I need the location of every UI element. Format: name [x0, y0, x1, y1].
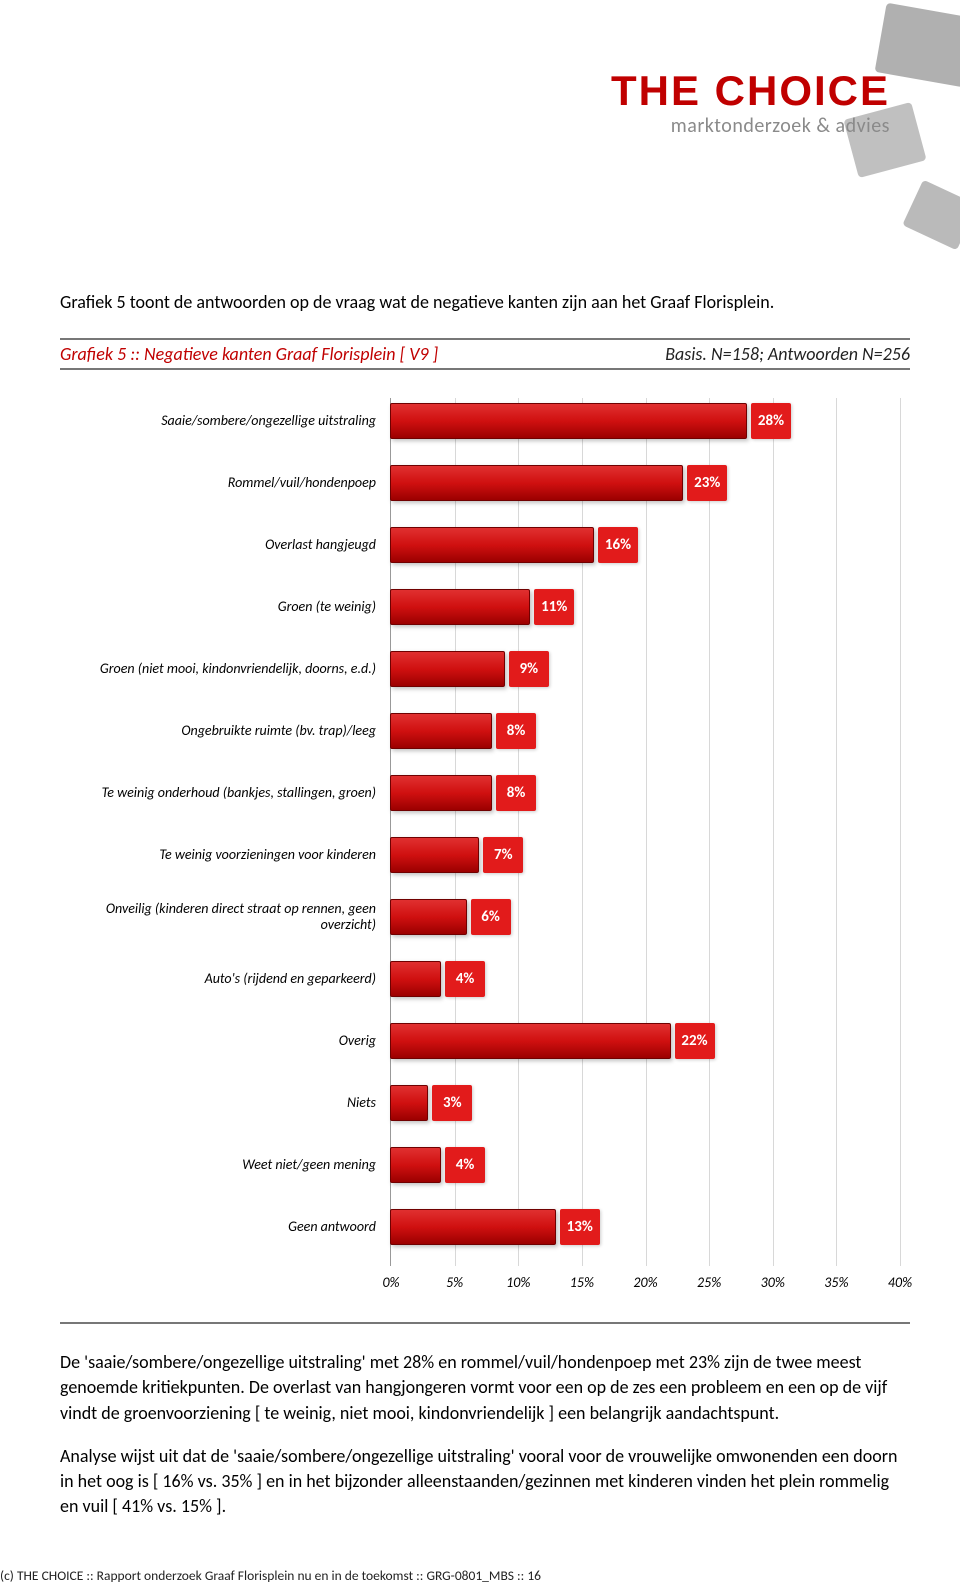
- bar-category-label: Weet niet/geen mening: [60, 1157, 390, 1173]
- chart-row: Onveilig (kinderen direct straat op renn…: [60, 894, 900, 940]
- bar: [390, 899, 467, 935]
- chart-row: Groen (te weinig) 11%: [60, 584, 900, 630]
- bar: [390, 775, 492, 811]
- x-axis-tick-label: 35%: [824, 1274, 848, 1291]
- chart-row: Ongebruikte ruimte (bv. trap)/leeg 8%: [60, 708, 900, 754]
- chart-title: Grafiek 5 :: Negatieve kanten Graaf Flor…: [60, 343, 438, 365]
- intro-text: Grafiek 5 toont de antwoorden op de vraa…: [60, 290, 910, 314]
- logo: THE CHOICE marktonderzoek & advies: [611, 70, 890, 138]
- bar: [390, 1147, 441, 1183]
- chart-row: Te weinig voorzieningen voor kinderen 7%: [60, 832, 900, 878]
- x-axis-tick-label: 40%: [888, 1274, 912, 1291]
- chart-row: Overlast hangjeugd 16%: [60, 522, 900, 568]
- x-axis-tick-label: 25%: [697, 1274, 721, 1291]
- bar-category-label: Overlast hangjeugd: [60, 537, 390, 553]
- page-footer: (c) THE CHOICE :: Rapport onderzoek Graa…: [0, 1567, 541, 1584]
- bar: [390, 837, 479, 873]
- bar-chart: 0% 5% 10% 15% 20% 25% 30% 35% 40% Saaie/sombere/…: [60, 398, 910, 1306]
- bar-category-label: Geen antwoord: [60, 1219, 390, 1235]
- bar: [390, 1209, 556, 1245]
- x-axis-tick-label: 15%: [570, 1274, 594, 1291]
- bar-category-label: Te weinig onderhoud (bankjes, stallingen…: [60, 785, 390, 801]
- body-para-2: Analyse wijst uit dat de 'saaie/sombere/…: [60, 1444, 910, 1520]
- chart-row: Saaie/sombere/ongezellige uitstraling 28%: [60, 398, 900, 444]
- chart-row: Rommel/vuil/hondenpoep 23%: [60, 460, 900, 506]
- bar-value-label: 7%: [483, 837, 523, 873]
- bar: [390, 589, 530, 625]
- chart-row: Weet niet/geen mening 4%: [60, 1142, 900, 1188]
- bar-value-label: 16%: [598, 527, 638, 563]
- chart-basis: Basis. N=158; Antwoorden N=256: [665, 343, 910, 365]
- bar-value-label: 3%: [432, 1085, 472, 1121]
- bar-value-label: 8%: [496, 713, 536, 749]
- bar-category-label: Rommel/vuil/hondenpoep: [60, 475, 390, 491]
- x-axis-tick-label: 20%: [633, 1274, 657, 1291]
- bar-category-label: Auto's (rijdend en geparkeerd): [60, 971, 390, 987]
- bar: [390, 1085, 428, 1121]
- bar: [390, 713, 492, 749]
- chart-header: Grafiek 5 :: Negatieve kanten Graaf Flor…: [60, 338, 910, 370]
- bar: [390, 527, 594, 563]
- bar-category-label: Overig: [60, 1033, 390, 1049]
- bar-value-label: 4%: [445, 1147, 485, 1183]
- body-para-1: De 'saaie/sombere/ongezellige uitstralin…: [60, 1350, 910, 1426]
- x-axis-tick-label: 0%: [382, 1274, 399, 1291]
- chart-row: Niets 3%: [60, 1080, 900, 1126]
- logo-title: THE CHOICE: [611, 70, 890, 112]
- bar: [390, 465, 683, 501]
- bar-category-label: Onveilig (kinderen direct straat op renn…: [60, 901, 390, 933]
- chart-bottom-rule: [60, 1322, 910, 1324]
- bar-category-label: Groen (te weinig): [60, 599, 390, 615]
- chart-row: Overig 22%: [60, 1018, 900, 1064]
- x-axis-tick-label: 30%: [761, 1274, 785, 1291]
- body-text: De 'saaie/sombere/ongezellige uitstralin…: [60, 1350, 910, 1519]
- chart-row: Auto's (rijdend en geparkeerd) 4%: [60, 956, 900, 1002]
- bar-value-label: 28%: [751, 403, 791, 439]
- bar-value-label: 22%: [675, 1023, 715, 1059]
- logo-subtitle: marktonderzoek & advies: [611, 114, 890, 138]
- bar-value-label: 6%: [471, 899, 511, 935]
- chart-row: Groen (niet mooi, kindonvriendelijk, doo…: [60, 646, 900, 692]
- bar-category-label: Niets: [60, 1095, 390, 1111]
- bar-value-label: 8%: [496, 775, 536, 811]
- chart-row: Geen antwoord 13%: [60, 1204, 900, 1250]
- bar-category-label: Groen (niet mooi, kindonvriendelijk, doo…: [60, 661, 390, 677]
- bar-value-label: 9%: [509, 651, 549, 687]
- bar-category-label: Saaie/sombere/ongezellige uitstraling: [60, 413, 390, 429]
- x-axis-tick-label: 5%: [446, 1274, 463, 1291]
- bar-value-label: 23%: [687, 465, 727, 501]
- x-axis-tick-label: 10%: [506, 1274, 530, 1291]
- bar-value-label: 13%: [560, 1209, 600, 1245]
- bar: [390, 651, 505, 687]
- bar-value-label: 11%: [534, 589, 574, 625]
- chart-row: Te weinig onderhoud (bankjes, stallingen…: [60, 770, 900, 816]
- bar-category-label: Ongebruikte ruimte (bv. trap)/leeg: [60, 723, 390, 739]
- bar-value-label: 4%: [445, 961, 485, 997]
- bar-category-label: Te weinig voorzieningen voor kinderen: [60, 847, 390, 863]
- bar: [390, 403, 747, 439]
- bar: [390, 1023, 671, 1059]
- bar: [390, 961, 441, 997]
